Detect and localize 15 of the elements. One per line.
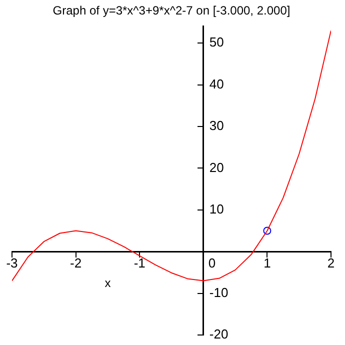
y-tick-label: 30 <box>209 118 224 134</box>
y-tick-label: 40 <box>209 76 224 92</box>
x-tick-label: 0 <box>208 256 216 271</box>
y-tick-label: 20 <box>209 160 224 175</box>
y-tick-label: 10 <box>209 201 224 216</box>
x-tick-label: 2 <box>327 256 335 271</box>
x-tick-label: -1 <box>134 256 146 271</box>
x-axis-title: x <box>104 276 111 290</box>
y-tick-label: 50 <box>209 34 224 50</box>
y-tick-label: -20 <box>209 326 228 342</box>
y-tick-label: -10 <box>209 284 228 300</box>
x-tick-label: 1 <box>264 256 271 271</box>
chart-title: Graph of y=3*x^3+9*x^2-7 on [-3.000, 2.000] <box>52 4 290 18</box>
x-tick-label: -3 <box>6 256 18 271</box>
x-tick-label: -2 <box>70 256 82 271</box>
